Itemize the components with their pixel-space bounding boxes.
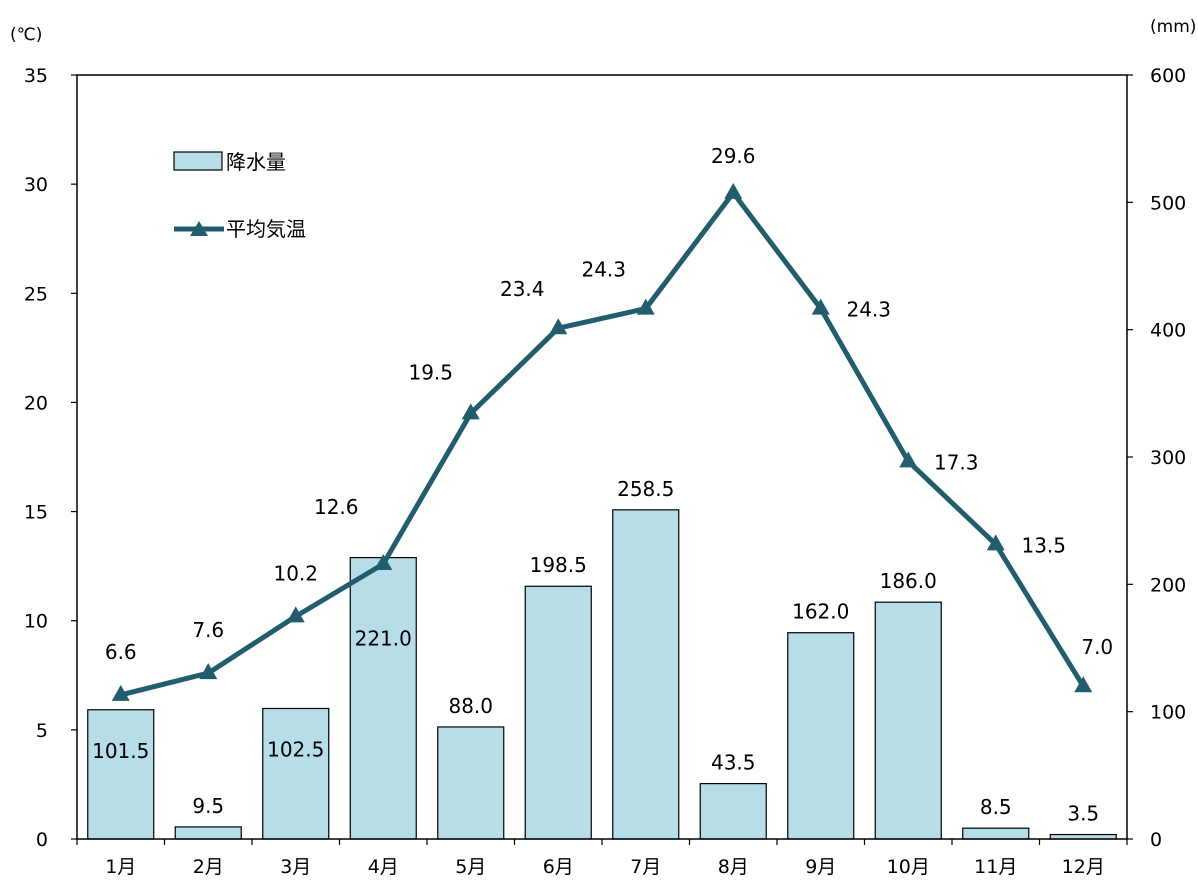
precipitation-bars <box>87 509 1117 840</box>
bar-value-label-12: 3.5 <box>1067 802 1099 826</box>
temp-value-label-12: 7.0 <box>1081 635 1113 659</box>
right-tick-label: 500 <box>1150 192 1186 214</box>
temp-value-label-6: 23.4 <box>500 277 545 301</box>
legend-bar-swatch <box>173 151 223 171</box>
bar-6 <box>524 585 592 840</box>
x-tick-label: 8月 <box>718 856 749 878</box>
right-tick-label: 300 <box>1150 447 1186 469</box>
temp-value-label-4: 12.6 <box>314 495 359 519</box>
right-tick-label: 400 <box>1150 320 1186 342</box>
x-tick-label: 3月 <box>280 856 311 878</box>
temp-value-label-10: 17.3 <box>934 450 979 474</box>
left-tick-label: 0 <box>36 829 48 851</box>
x-tick-label: 4月 <box>368 856 399 878</box>
legend-triangle-marker <box>190 221 208 236</box>
data-labels: 101.5 9.5 102.5 221.0 88.0 198.5 258.5 43.5 162.… <box>92 144 1113 826</box>
temperature-line-layer <box>111 182 1093 701</box>
temperature-marker-1 <box>111 684 130 701</box>
bar-11 <box>962 827 1030 840</box>
bar-value-label-8: 43.5 <box>711 751 756 775</box>
temperature-marker-2 <box>199 663 218 680</box>
temperature-marker-11 <box>986 534 1005 551</box>
temp-value-label-7: 24.3 <box>581 258 626 282</box>
bar-5 <box>437 726 505 840</box>
temperature-marker-12 <box>1074 676 1093 693</box>
bar-3 <box>262 707 330 840</box>
temperature-marker-10 <box>899 451 918 468</box>
legend-bar-label: 降水量 <box>226 150 286 174</box>
legend-line-label: 平均気温 <box>226 217 306 241</box>
temperature-marker-5 <box>461 403 480 420</box>
x-tick-label: 2月 <box>193 856 224 878</box>
bar-value-label-5: 88.0 <box>448 694 493 718</box>
bar-8 <box>699 783 767 840</box>
left-tick-label: 35 <box>24 65 48 87</box>
x-tick-label: 1月 <box>105 856 136 878</box>
temp-value-label-1: 6.6 <box>105 640 137 664</box>
temperature-marker-6 <box>549 318 568 335</box>
bar-2 <box>174 826 242 840</box>
left-axis-unit: (℃) <box>10 25 42 45</box>
temperature-marker-9 <box>811 298 830 315</box>
bar-4 <box>349 556 417 840</box>
axes: 0 5 10 15 20 25 30 35 0 100 200 300 400 500 600 1月 2月 3月 4… <box>24 65 1186 878</box>
bar-value-label-10: 186.0 <box>880 569 937 593</box>
left-tick-label: 10 <box>24 611 48 633</box>
x-tick-label: 9月 <box>805 856 836 878</box>
temp-value-label-2: 7.6 <box>192 618 224 642</box>
x-tick-label: 10月 <box>887 856 930 878</box>
x-tick-label: 5月 <box>455 856 486 878</box>
temperature-marker-4 <box>374 553 393 570</box>
left-tick-label: 25 <box>24 283 48 305</box>
bar-7 <box>612 509 680 840</box>
left-tick-label: 5 <box>36 720 48 742</box>
bar-value-label-9: 162.0 <box>792 600 849 624</box>
left-tick-label: 20 <box>24 392 48 414</box>
bar-value-label-11: 8.5 <box>980 795 1012 819</box>
right-tick-label: 0 <box>1150 829 1162 851</box>
bar-value-label-2: 9.5 <box>192 794 224 818</box>
bar-value-label-7: 258.5 <box>617 477 674 501</box>
bar-10 <box>874 601 942 840</box>
temperature-marker-8 <box>724 182 743 199</box>
temp-value-label-9: 24.3 <box>846 298 891 322</box>
temp-value-label-11: 13.5 <box>1021 533 1066 557</box>
x-tick-label: 11月 <box>974 856 1017 878</box>
temp-value-label-5: 19.5 <box>408 360 453 384</box>
left-tick-label: 15 <box>24 502 48 524</box>
x-tick-label: 12月 <box>1062 856 1105 878</box>
legend: 降水量 平均気温 <box>173 150 306 241</box>
temperature-marker-7 <box>636 298 655 315</box>
right-tick-label: 100 <box>1150 702 1186 724</box>
bar-value-label-1: 101.5 <box>92 739 149 763</box>
bar-value-label-3: 102.5 <box>267 737 324 761</box>
temp-value-label-3: 10.2 <box>273 561 318 585</box>
bar-value-label-6: 198.5 <box>530 553 587 577</box>
right-tick-label: 200 <box>1150 574 1186 596</box>
bar-value-label-4: 221.0 <box>355 627 412 651</box>
bar-1 <box>87 709 155 840</box>
x-tick-label: 7月 <box>630 856 661 878</box>
x-tick-label: 6月 <box>543 856 574 878</box>
right-tick-label: 600 <box>1150 65 1186 87</box>
bar-9 <box>787 632 855 840</box>
temperature-marker-3 <box>286 606 305 623</box>
left-tick-label: 30 <box>24 174 48 196</box>
right-axis-unit: (mm) <box>1150 17 1196 37</box>
temp-value-label-8: 29.6 <box>711 144 756 168</box>
temperature-line <box>120 190 1086 698</box>
